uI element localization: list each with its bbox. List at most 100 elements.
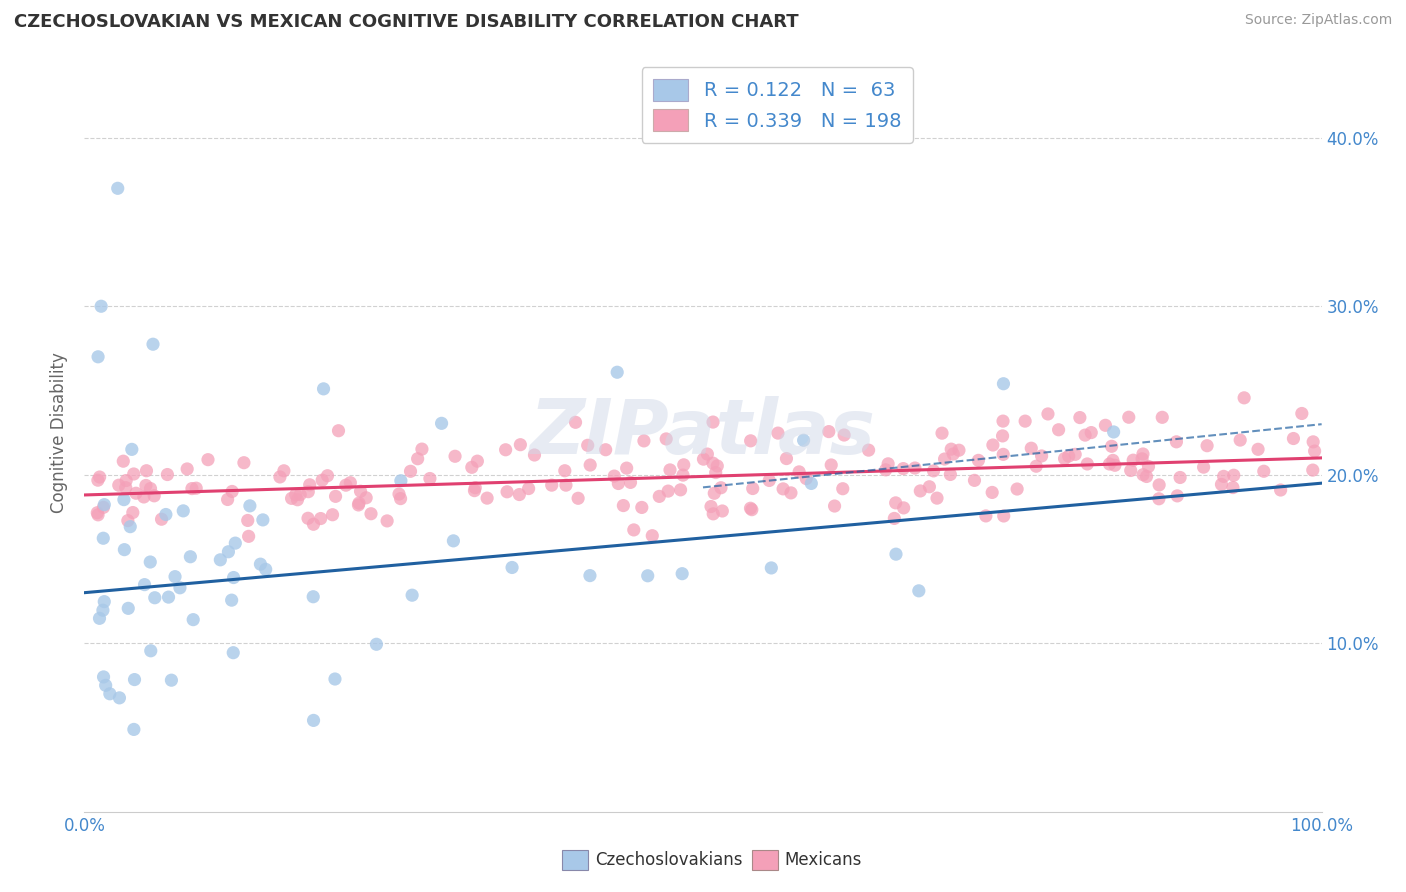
Point xyxy=(508,487,530,501)
Point xyxy=(366,637,388,651)
Point xyxy=(741,502,763,516)
Point xyxy=(1270,483,1292,497)
Point xyxy=(576,438,599,452)
Point xyxy=(463,483,485,498)
Point xyxy=(702,415,724,429)
Point xyxy=(692,452,714,467)
Point xyxy=(388,487,411,501)
Point xyxy=(702,507,724,521)
Point xyxy=(117,601,139,615)
Point xyxy=(150,512,173,526)
Point xyxy=(1094,418,1116,433)
Point xyxy=(224,536,246,550)
Point xyxy=(1253,464,1275,478)
Point xyxy=(991,414,1014,428)
Point xyxy=(893,500,915,515)
Point xyxy=(197,452,219,467)
Point xyxy=(444,450,467,464)
Point xyxy=(254,562,277,576)
Point xyxy=(1303,444,1326,458)
Point xyxy=(328,424,350,438)
Point xyxy=(820,458,842,472)
Point xyxy=(1102,425,1125,439)
Point xyxy=(475,491,498,505)
Point xyxy=(221,484,243,499)
Point xyxy=(467,454,489,468)
Point xyxy=(509,438,531,452)
Point xyxy=(325,489,347,503)
Point xyxy=(891,461,914,475)
Point xyxy=(1168,470,1191,484)
Point xyxy=(186,481,208,495)
Point xyxy=(702,456,724,470)
Point xyxy=(347,498,370,512)
Point xyxy=(706,458,728,473)
Point xyxy=(1074,428,1097,442)
Point xyxy=(655,432,678,446)
Y-axis label: Cognitive Disability: Cognitive Disability xyxy=(51,352,69,513)
Point xyxy=(302,517,325,532)
Point xyxy=(669,483,692,497)
Point xyxy=(659,463,682,477)
Point xyxy=(1302,463,1324,477)
Point xyxy=(948,443,970,458)
Point xyxy=(239,499,262,513)
Point xyxy=(1118,410,1140,425)
Point xyxy=(217,545,239,559)
Point xyxy=(1291,407,1313,421)
Point xyxy=(86,506,108,520)
Point xyxy=(1166,434,1188,449)
Point xyxy=(112,454,135,468)
Point xyxy=(249,557,271,571)
Point xyxy=(389,491,412,506)
Point xyxy=(169,581,191,595)
Point xyxy=(672,458,695,472)
Point xyxy=(91,531,114,545)
Point xyxy=(974,508,997,523)
Point xyxy=(323,672,346,686)
Point xyxy=(322,508,344,522)
Point xyxy=(172,504,194,518)
Point xyxy=(772,482,794,496)
Point xyxy=(941,442,963,457)
Point xyxy=(877,457,900,471)
Point xyxy=(875,463,897,477)
Point xyxy=(696,447,718,461)
Point xyxy=(918,480,941,494)
Point xyxy=(121,442,143,457)
Point xyxy=(222,646,245,660)
Point xyxy=(125,486,148,500)
Point xyxy=(1025,459,1047,474)
Point xyxy=(1212,469,1234,483)
Point xyxy=(775,451,797,466)
Point xyxy=(993,376,1015,391)
Point xyxy=(630,500,652,515)
Point xyxy=(612,499,634,513)
Point xyxy=(904,461,927,475)
Point xyxy=(1069,410,1091,425)
Point xyxy=(1229,433,1251,447)
Point xyxy=(112,492,135,507)
Point xyxy=(98,687,121,701)
Point xyxy=(349,484,371,499)
Point xyxy=(1005,482,1028,496)
Point xyxy=(619,475,641,490)
Point xyxy=(740,501,762,516)
Point xyxy=(93,500,115,515)
Point xyxy=(793,434,815,448)
Point xyxy=(884,496,907,510)
Point xyxy=(90,299,112,313)
Point xyxy=(496,484,519,499)
Point xyxy=(963,474,986,488)
Point xyxy=(1080,425,1102,440)
Text: CZECHOSLOVAKIAN VS MEXICAN COGNITIVE DISABILITY CORRELATION CHART: CZECHOSLOVAKIAN VS MEXICAN COGNITIVE DIS… xyxy=(14,13,799,31)
Point xyxy=(1135,469,1157,483)
Point xyxy=(430,417,453,431)
Point xyxy=(309,511,332,525)
Point xyxy=(290,487,312,501)
Point xyxy=(94,678,117,692)
Point xyxy=(501,560,523,574)
Point xyxy=(132,490,155,504)
Point xyxy=(579,568,602,582)
Point xyxy=(1192,460,1215,475)
